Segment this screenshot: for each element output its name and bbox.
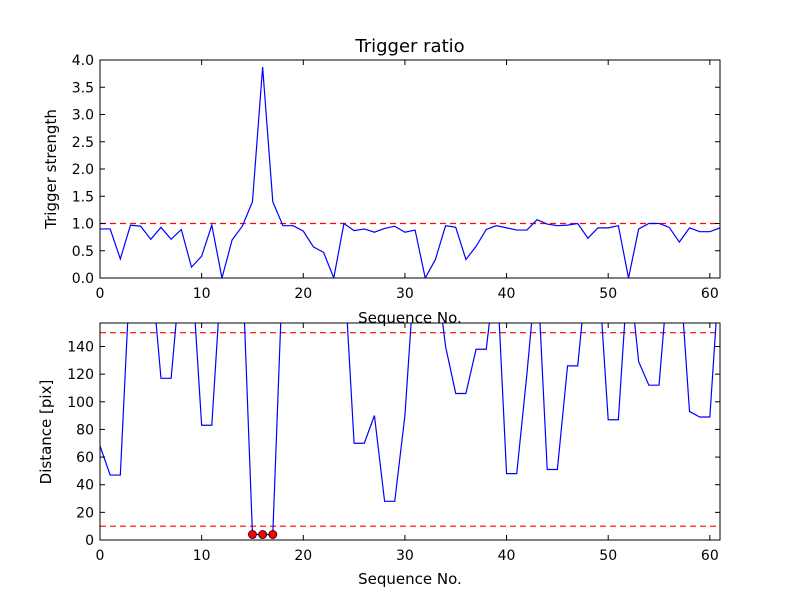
y-tick-label: 140 [67,339,94,355]
match-marker [258,530,268,539]
matched-points [248,530,278,539]
y-tick-label: 0.5 [72,244,94,260]
y-tick-label: 1.5 [72,189,94,205]
y-tick-label: 100 [67,395,94,411]
y-tick-label: 2.0 [72,162,94,178]
x-ticks: 0 10 20 30 40 50 60 [96,60,719,302]
series-line [100,323,717,536]
y-axis-label: Trigger strength [42,109,60,230]
x-tick-label: 50 [599,286,617,302]
y-tick-label: 120 [67,367,94,383]
y-tick-label: 60 [76,450,94,466]
x-tick-label: 60 [701,548,719,564]
y-tick-label: 1.0 [72,217,94,233]
y-tick-label: 3.0 [72,108,94,124]
x-tick-label: 30 [396,548,414,564]
trigger-ratio-axes: Trigger ratio 0 10 20 30 40 50 60 0.0 0.5 1.0 1.5… [42,36,721,327]
x-axis-label: Sequence No. [358,570,462,588]
match-marker [268,530,278,539]
x-tick-label: 40 [498,286,516,302]
y-tick-label: 2.5 [72,135,94,151]
y-axis-label: Distance [pix] [37,380,55,485]
x-tick-label: 50 [599,548,617,564]
y-tick-label: 80 [76,422,94,438]
series-line [100,67,720,278]
distance-series [100,323,717,536]
x-tick-label: 40 [498,548,516,564]
match-marker [248,530,257,539]
y-tick-label: 40 [76,478,94,494]
y-ticks: 0.0 0.5 1.0 1.5 2.0 2.5 3.0 3.5 4.0 [72,53,720,287]
x-tick-label: 60 [701,286,719,302]
plot-frame [99,322,721,541]
y-tick-label: 20 [76,505,94,521]
y-ticks: 0 20 40 60 80 100 120 140 [67,339,720,549]
y-tick-label: 0.0 [72,271,94,287]
x-tick-label: 20 [294,548,312,564]
chart-title: Trigger ratio [354,36,464,57]
x-tick-label: 10 [193,286,211,302]
x-tick-label: 20 [294,286,312,302]
y-tick-label: 4.0 [72,53,94,69]
x-tick-label: 0 [96,548,105,564]
y-tick-label: 3.5 [72,80,94,96]
x-ticks: 0 10 20 30 40 50 60 [96,323,719,564]
x-tick-label: 10 [193,548,211,564]
trigger-strength-series [100,67,720,278]
y-tick-label: 0 [85,533,94,549]
x-tick-label: 30 [396,286,414,302]
distance-axes: 0 10 20 30 40 50 60 0 20 40 60 80 100 120 140 Sequenc… [37,322,721,588]
x-axis-label: Sequence No. [358,309,462,327]
x-tick-label: 0 [96,286,105,302]
